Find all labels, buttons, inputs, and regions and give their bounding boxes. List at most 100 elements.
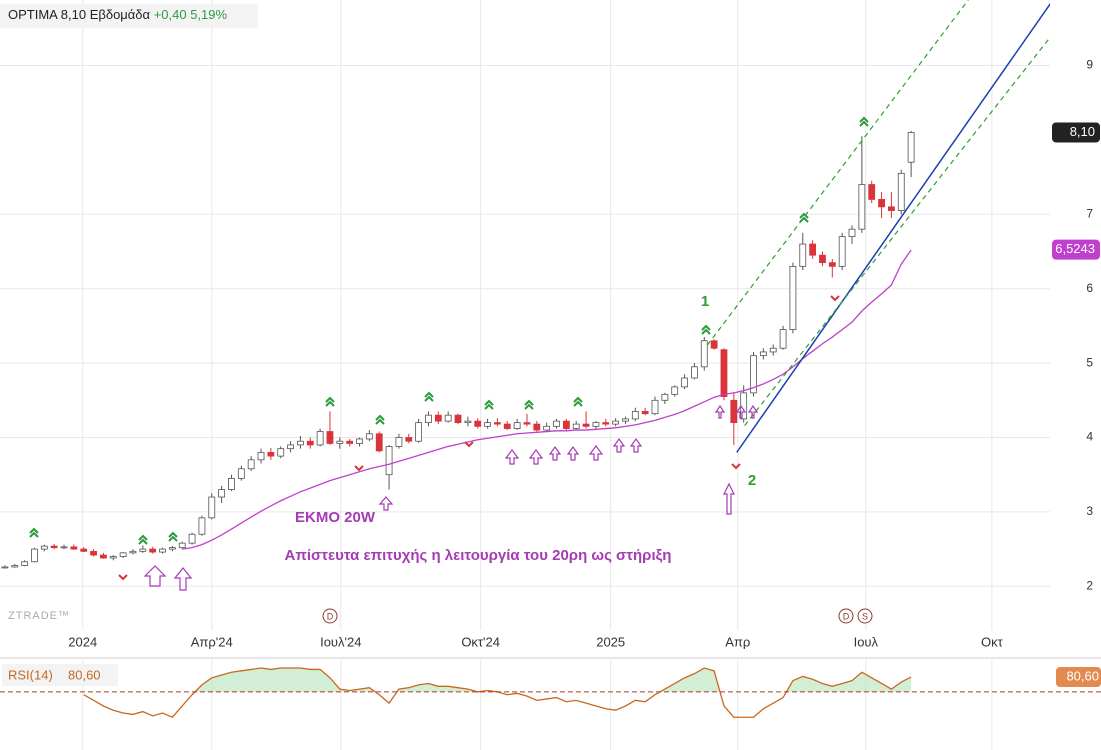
candle-body [602, 422, 610, 425]
candle-body [553, 420, 560, 427]
candle-body [1, 566, 9, 569]
candle-body [907, 132, 915, 163]
candle-body [868, 184, 876, 200]
candle-body [415, 422, 423, 442]
candle-body [533, 423, 541, 431]
candle-body [257, 451, 265, 461]
candle-body [60, 546, 68, 549]
signal-icons [29, 116, 869, 545]
candle-body [444, 414, 452, 422]
candle-body [779, 329, 787, 349]
candle-body [622, 418, 629, 422]
event-icon[interactable] [838, 608, 854, 624]
y-tick-label: 3 [1086, 504, 1093, 518]
candle-body [178, 542, 186, 549]
event-label: D [843, 611, 850, 621]
candle-body [582, 423, 590, 427]
candle-body [129, 550, 137, 554]
candle-body [888, 206, 895, 211]
event-label: S [862, 611, 868, 621]
x-tick-label: Ιουλ [854, 634, 879, 649]
candle-body [651, 399, 659, 415]
candle-body [70, 546, 78, 550]
comment: Απίστευτα επιτυχής η λειτουργία του 20ρη… [285, 547, 672, 564]
candle-body [208, 496, 216, 519]
candle-body [819, 254, 826, 264]
candle-body [562, 420, 570, 429]
candle-body [405, 437, 413, 442]
event-icon[interactable] [857, 608, 873, 624]
candle-body [237, 468, 245, 479]
candle-body [40, 545, 48, 550]
price-label-bg [1052, 122, 1100, 143]
price-label: 8,10 [1070, 124, 1095, 139]
candle-body [31, 548, 38, 563]
change: +0,40 [154, 7, 187, 22]
candle-body [828, 262, 836, 267]
candle-body [691, 366, 698, 379]
candle-body [336, 440, 344, 444]
symbol: OPTIMA 8,10 Εβδομάδα +0,40 5,19% [8, 7, 228, 22]
event-label: D [327, 611, 334, 621]
candle-body [789, 265, 797, 331]
candle-body [356, 438, 363, 444]
rsi-area [194, 668, 912, 692]
trendline [736, 2, 1050, 453]
candle-body [799, 243, 807, 267]
candle-body [80, 548, 88, 552]
candle-body [750, 355, 757, 394]
candle-body [287, 444, 294, 450]
x-tick-label: Οκτ'24 [461, 634, 500, 649]
candle-body [109, 556, 117, 559]
candle-body [878, 199, 885, 208]
candle-body [346, 440, 354, 444]
trendline [744, 36, 1050, 426]
candle-body [710, 340, 718, 349]
candle-body [454, 414, 462, 424]
x-tick-label: Οκτ [981, 634, 1004, 649]
ma-line [182, 249, 912, 550]
candle-body [365, 433, 373, 440]
arrow-icons [143, 404, 759, 591]
x-tick-label: 2025 [596, 634, 625, 649]
candle-body [50, 545, 58, 549]
price-label-bg [1052, 239, 1100, 260]
event-icon[interactable] [322, 608, 338, 624]
candle-body [297, 440, 304, 446]
x-tick-label: Ιουλ'24 [320, 634, 361, 649]
candle-body [100, 554, 107, 559]
y-tick-label: 4 [1086, 430, 1093, 444]
candle-body [11, 565, 19, 568]
candle-body [543, 425, 551, 431]
candle-body [671, 386, 679, 395]
candle-body [523, 422, 531, 425]
rsi-label-bg [1056, 667, 1101, 688]
candle-body [385, 446, 393, 476]
candle-body [228, 478, 235, 490]
candle-body [641, 411, 649, 415]
y-tick-label: 5 [1086, 355, 1093, 369]
rsi-label: 80,60 [1066, 668, 1099, 683]
candle-body [494, 422, 501, 425]
candle-body [484, 422, 491, 427]
signal-icons [118, 295, 840, 581]
change-pct: 5,19% [190, 7, 227, 22]
ma-note: ΕΚΜΟ 20W [295, 509, 376, 526]
candle-body [139, 548, 147, 552]
x-tick-label: Απρ [725, 634, 750, 649]
candle-body [326, 431, 334, 444]
candle-body [572, 423, 580, 429]
candle-body [277, 448, 285, 457]
candle-body [681, 377, 688, 388]
price-label: 6,5243 [1055, 241, 1095, 256]
candle-body [247, 459, 255, 470]
trendline [706, 0, 969, 346]
symbol-text: OPTIMA [8, 7, 58, 22]
candle-body [720, 349, 728, 397]
candle-body [395, 437, 403, 447]
candle-body [425, 414, 432, 424]
candle-body [464, 420, 472, 424]
header-bg [0, 4, 258, 28]
y-tick-label: 2 [1086, 578, 1093, 592]
rsi-header-bg [2, 664, 118, 686]
